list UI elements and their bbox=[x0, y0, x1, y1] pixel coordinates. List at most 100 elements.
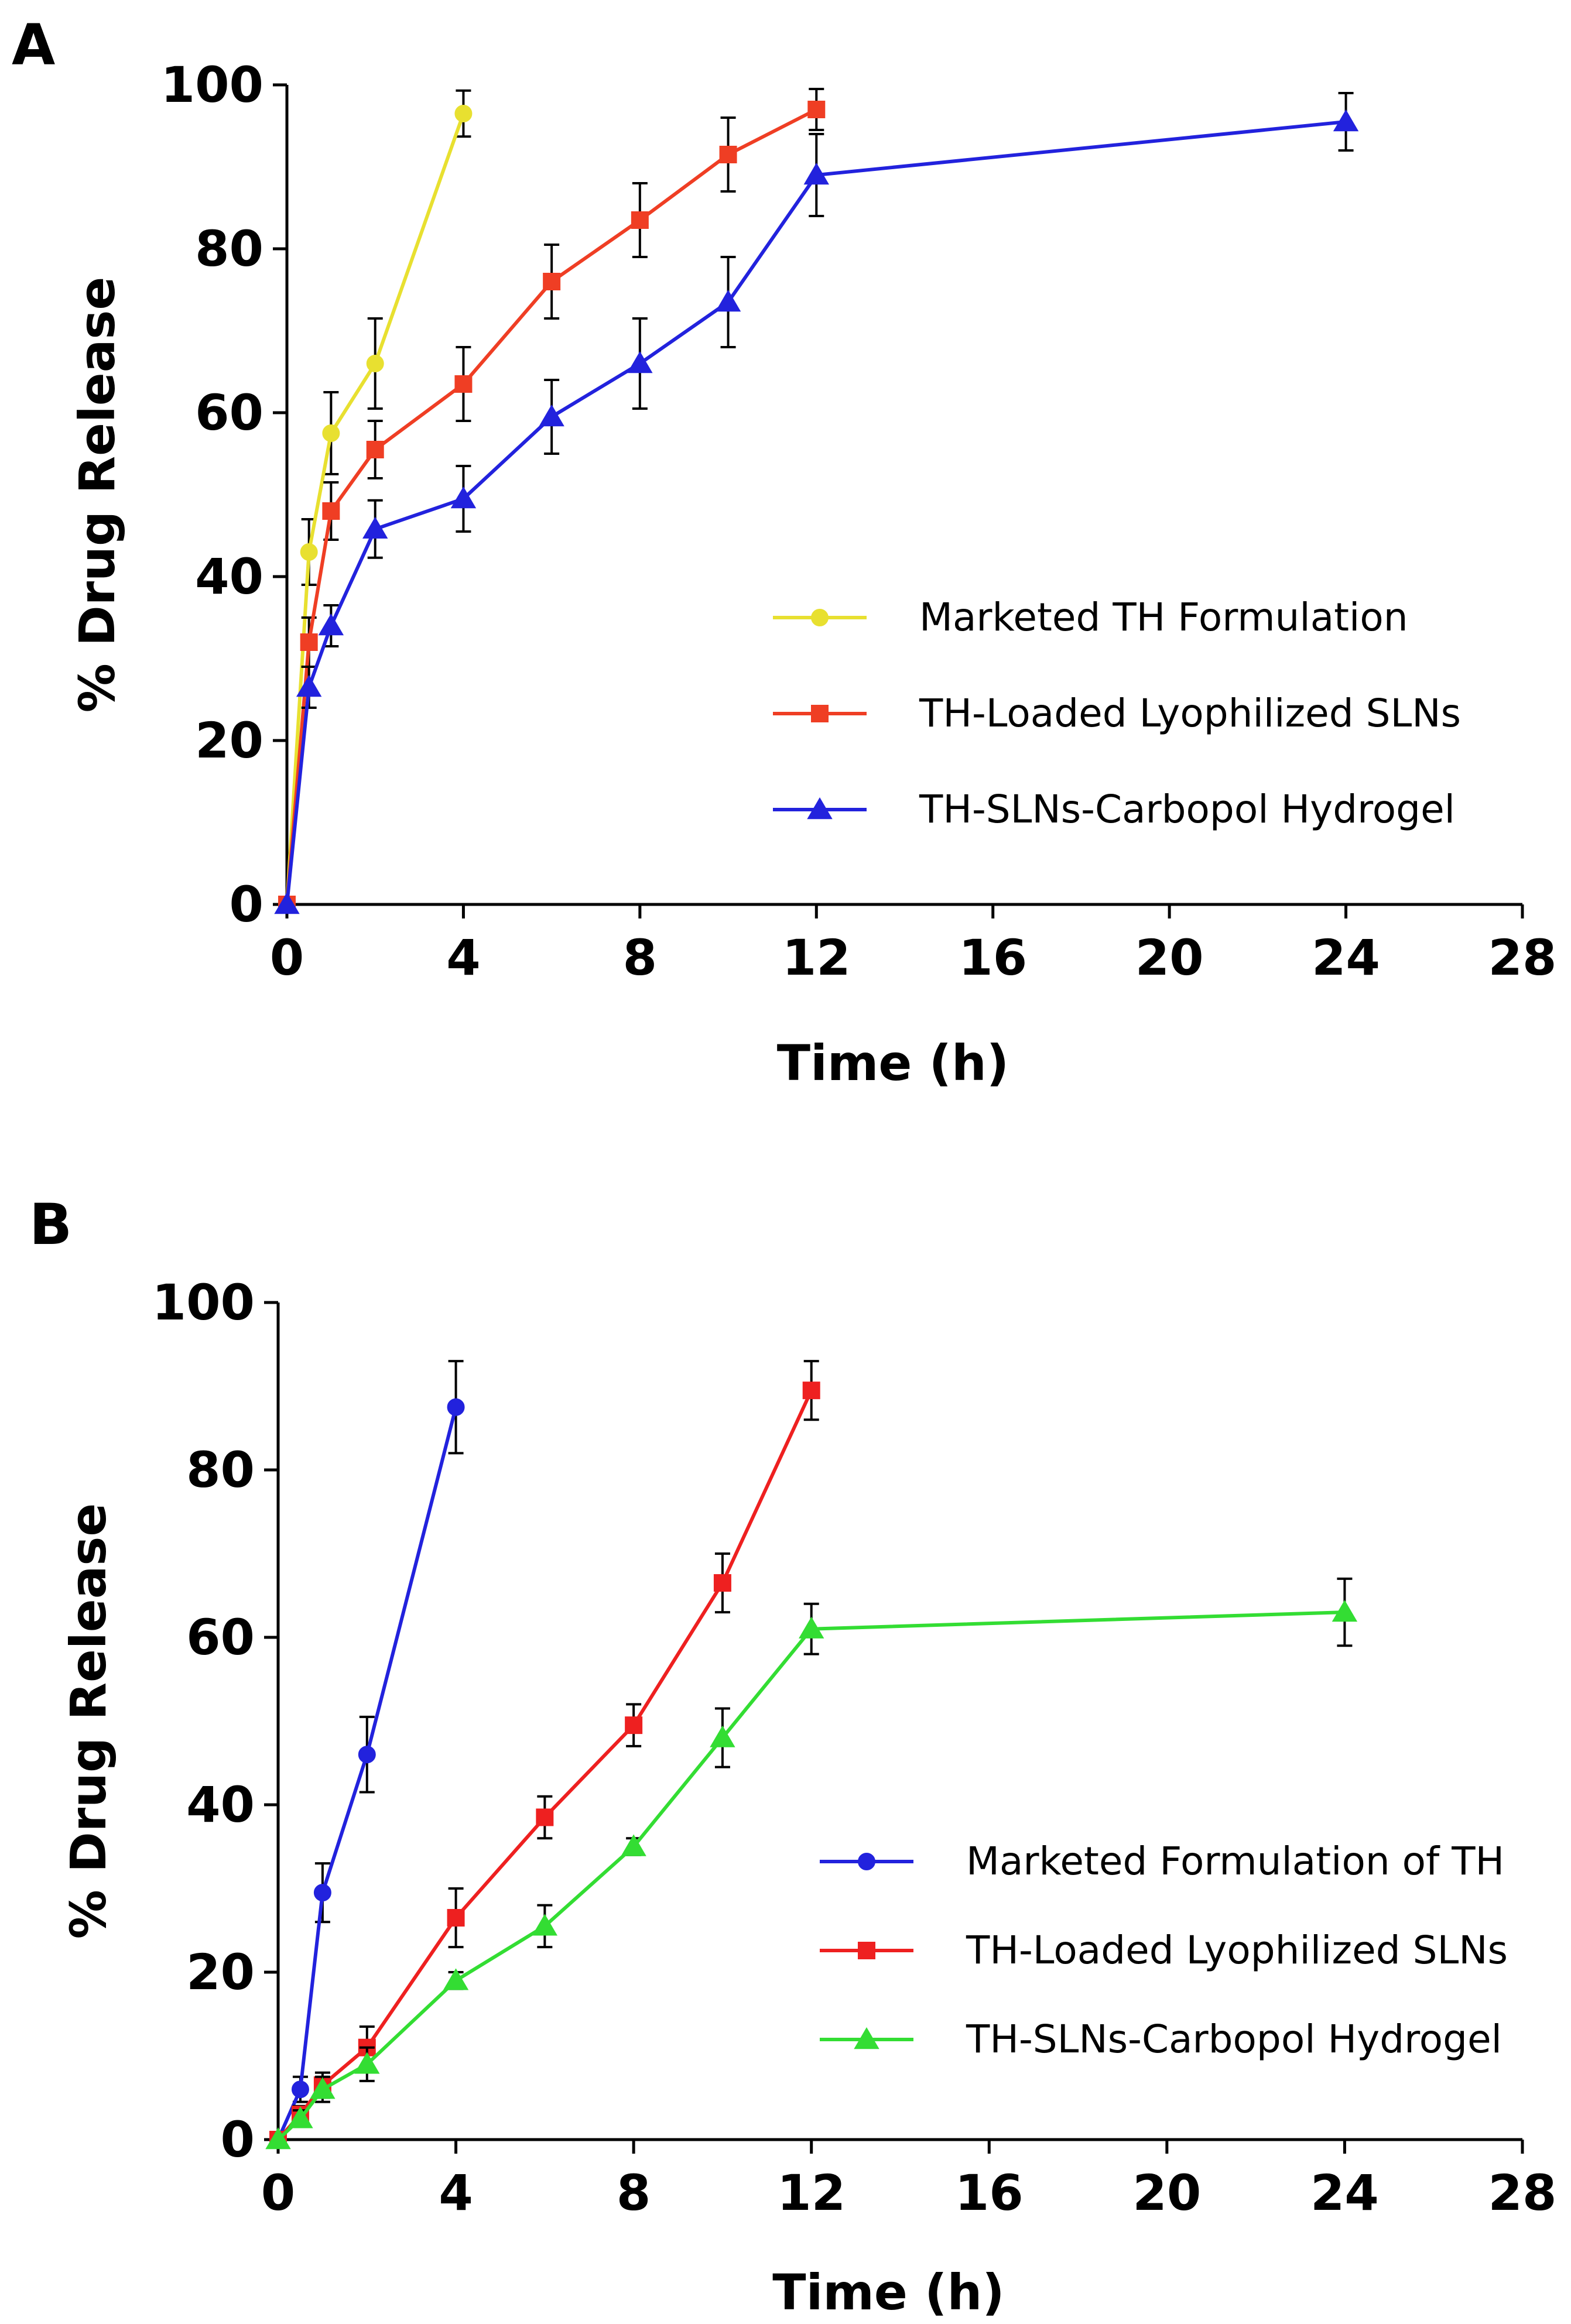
data-point bbox=[265, 2127, 291, 2150]
legend-marker bbox=[854, 2027, 879, 2049]
data-point bbox=[447, 1909, 465, 1927]
data-point bbox=[621, 1834, 646, 1856]
legend-marker bbox=[811, 609, 829, 626]
x-tick-label: 24 bbox=[1310, 2164, 1379, 2222]
x-tick-label: 28 bbox=[1488, 929, 1557, 986]
data-point bbox=[713, 1574, 731, 1592]
data-point bbox=[719, 146, 737, 163]
data-point bbox=[1332, 1600, 1358, 1622]
y-tick-label: 0 bbox=[230, 876, 263, 933]
data-point bbox=[300, 543, 318, 561]
y-tick-label: 80 bbox=[195, 220, 263, 277]
y-tick-label: 80 bbox=[186, 1441, 255, 1499]
legend-marker bbox=[858, 1942, 875, 1959]
x-tick-label: 8 bbox=[623, 929, 657, 986]
y-tick-label: 20 bbox=[195, 712, 263, 769]
x-tick-label: 28 bbox=[1488, 2164, 1557, 2222]
data-point bbox=[354, 2052, 380, 2074]
panel-letter: B bbox=[29, 1192, 72, 1257]
data-point bbox=[715, 290, 741, 312]
y-tick-label: 60 bbox=[195, 384, 263, 441]
x-tick-label: 20 bbox=[1135, 929, 1204, 986]
x-tick-label: 12 bbox=[782, 929, 851, 986]
y-tick-label: 0 bbox=[221, 2111, 255, 2168]
legend-label: TH-SLNs-Carbopol Hydrogel bbox=[919, 787, 1455, 832]
y-tick-label: 100 bbox=[152, 1274, 255, 1331]
legend-marker bbox=[807, 797, 833, 820]
x-axis-title: Time (h) bbox=[777, 1034, 1009, 1092]
data-point bbox=[447, 1398, 465, 1416]
data-point bbox=[322, 424, 340, 442]
data-point bbox=[454, 375, 473, 393]
data-point bbox=[802, 1382, 820, 1400]
data-point bbox=[366, 355, 384, 372]
y-axis-title: % Drug Release bbox=[69, 277, 126, 713]
data-point bbox=[543, 273, 561, 290]
legend-label: Marketed Formulation of TH bbox=[966, 1839, 1504, 1884]
data-point bbox=[450, 486, 477, 509]
data-point bbox=[358, 1746, 376, 1764]
legend: Marketed TH Formulation TH-Loaded Lyophil… bbox=[773, 595, 1461, 832]
x-tick-label: 12 bbox=[777, 2164, 846, 2222]
x-tick-label: 16 bbox=[955, 2164, 1024, 2222]
x-tick-label: 4 bbox=[439, 2164, 473, 2222]
legend-label: TH-Loaded Lyophilized SLNs bbox=[919, 691, 1461, 736]
x-tick-label: 0 bbox=[270, 929, 304, 986]
data-point bbox=[536, 1808, 554, 1826]
y-tick-label: 100 bbox=[161, 56, 263, 114]
data-point bbox=[807, 101, 826, 118]
y-axis-title: % Drug Release bbox=[60, 1503, 117, 1939]
data-point bbox=[310, 2077, 336, 2099]
legend-label: Marketed TH Formulation bbox=[919, 595, 1408, 640]
chart-panel-a: A 0 20 40 60 80 100 0 4 8 12 16 20 24 28 % Drug Release… bbox=[12, 12, 1556, 1092]
y-tick-label: 40 bbox=[195, 548, 263, 605]
data-point bbox=[710, 1725, 735, 1747]
x-axis-title: Time (h) bbox=[772, 2264, 1004, 2321]
x-tick-label: 16 bbox=[959, 929, 1027, 986]
x-tick-label: 20 bbox=[1132, 2164, 1201, 2222]
data-point bbox=[274, 892, 300, 914]
chart-panel-b: B 0 20 40 60 80 100 0 4 8 12 16 20 24 28 % Drug Release… bbox=[29, 1192, 1556, 2321]
x-tick-label: 8 bbox=[617, 2164, 651, 2222]
legend-marker bbox=[858, 1853, 875, 1870]
series-3 bbox=[274, 92, 1359, 914]
data-point bbox=[296, 675, 322, 697]
x-tick-label: 24 bbox=[1312, 929, 1380, 986]
series-2 bbox=[269, 1360, 820, 2148]
series-line bbox=[276, 1610, 1345, 2141]
data-point bbox=[313, 1884, 331, 1902]
legend-label: TH-Loaded Lyophilized SLNs bbox=[966, 1928, 1508, 1973]
data-point bbox=[287, 2106, 313, 2128]
series-line bbox=[276, 1389, 813, 2141]
legend-label: TH-SLNs-Carbopol Hydrogel bbox=[966, 2017, 1502, 2062]
data-point bbox=[300, 633, 318, 651]
data-point bbox=[803, 163, 829, 185]
series-2 bbox=[278, 88, 826, 913]
data-point bbox=[454, 105, 473, 122]
data-point bbox=[539, 405, 564, 427]
data-point bbox=[532, 1914, 558, 1936]
data-point bbox=[1333, 109, 1359, 132]
x-tick-label: 0 bbox=[261, 2164, 295, 2222]
data-point bbox=[627, 351, 653, 373]
series-line bbox=[285, 120, 1346, 905]
y-tick-label: 40 bbox=[186, 1776, 255, 1833]
x-tick-label: 4 bbox=[446, 929, 480, 986]
data-point bbox=[318, 613, 344, 636]
y-tick-label: 20 bbox=[186, 1943, 255, 2001]
data-point bbox=[799, 1616, 824, 1639]
data-point bbox=[366, 441, 384, 458]
data-point bbox=[631, 211, 649, 229]
data-point bbox=[625, 1716, 643, 1735]
panel-letter: A bbox=[12, 12, 55, 78]
data-point bbox=[322, 502, 340, 520]
y-tick-label: 60 bbox=[186, 1609, 255, 1666]
legend-marker bbox=[811, 705, 829, 722]
data-point bbox=[362, 516, 388, 539]
legend: Marketed Formulation of TH TH-Loaded Lyop… bbox=[820, 1839, 1508, 2062]
data-point bbox=[291, 2080, 309, 2099]
series-3 bbox=[265, 1577, 1358, 2150]
series-line bbox=[285, 108, 817, 905]
data-point bbox=[443, 1968, 469, 1990]
